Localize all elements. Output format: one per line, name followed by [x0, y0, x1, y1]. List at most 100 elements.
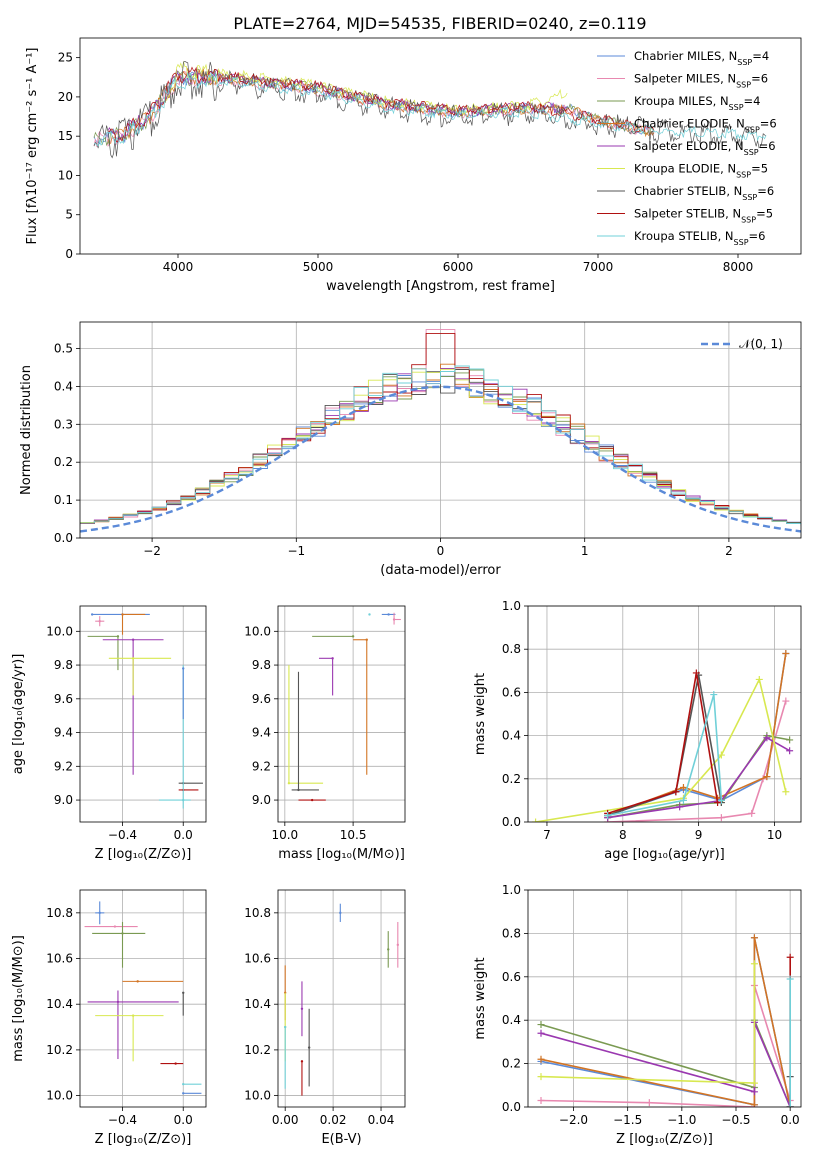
x-tick-label: 7000	[583, 260, 614, 274]
data-point	[387, 948, 390, 951]
y-tick-label: 10.0	[46, 1089, 73, 1103]
y-tick-label: 10.0	[46, 624, 73, 638]
age-vs-metallicity-panel: −0.4 0.0 9.0 9.2 9.4 9.6 9.8 10.0 Z [log₁₀(Z/Z⊙)…	[11, 605, 207, 862]
data-point	[131, 1014, 135, 1017]
data-point	[300, 1007, 304, 1010]
data-point	[98, 619, 101, 623]
legend-subscript: SSP	[745, 125, 760, 134]
y-tick-label: 9.4	[252, 726, 271, 740]
legend-entry: Chabrier STELIB, NSSP=6	[634, 184, 774, 202]
x-axis-label: age [log₁₀(age/yr)]	[604, 847, 725, 862]
y-tick-label: 10.0	[244, 1089, 271, 1103]
y-axis-label: Normed distribution	[19, 365, 34, 495]
y-tick-label: 9.2	[252, 759, 271, 773]
x-tick-label: 0.00	[272, 1113, 299, 1127]
y-tick-label: 9.8	[54, 658, 73, 672]
plus-marker	[786, 953, 794, 961]
plot-frame	[79, 37, 802, 255]
y-tick-label: 10	[58, 168, 73, 182]
plot-frame	[79, 321, 802, 539]
x-tick-label: 5000	[303, 260, 334, 274]
data-point	[98, 911, 101, 915]
y-tick-label: 0.0	[54, 531, 73, 545]
plot-frame	[277, 889, 406, 1108]
y-tick-label: 1.0	[502, 883, 521, 897]
plus-marker	[537, 1029, 545, 1037]
errorbar-group	[283, 903, 400, 1096]
y-tick-label: 1.0	[502, 599, 521, 613]
series-group	[532, 650, 794, 822]
plus-marker	[750, 960, 758, 968]
plus-marker	[537, 1073, 545, 1081]
y-tick-label: 0.0	[502, 815, 521, 829]
mass-weight-line	[607, 694, 723, 817]
x-tick-label: 10.0	[271, 828, 298, 842]
data-point	[182, 991, 185, 994]
plus-marker	[710, 691, 718, 699]
data-point	[174, 1062, 177, 1065]
y-tick-label: 0.4	[54, 379, 73, 393]
plus-marker	[782, 650, 790, 658]
normal-reference-curve	[80, 385, 801, 533]
data-point	[300, 1060, 304, 1063]
data-point	[90, 613, 94, 616]
x-tick-label: 8	[619, 828, 627, 842]
y-tick-label: 0.2	[54, 455, 73, 469]
legend-subscript: SSP	[741, 215, 756, 224]
plus-marker	[786, 1103, 794, 1107]
plus-marker	[750, 1101, 758, 1107]
plus-marker	[537, 1055, 545, 1063]
legend-entry: Chabrier MILES, NSSP=4	[634, 49, 769, 67]
data-point	[368, 613, 371, 616]
mass-vs-metallicity-panel: −0.4 0.0 10.0 10.2 10.4 10.6 10.8 Z [log₁₀(Z/Z⊙…	[11, 889, 207, 1147]
plus-marker	[755, 675, 763, 683]
y-tick-label: 0.4	[502, 729, 521, 743]
legend-subscript: SSP	[736, 80, 751, 89]
y-tick-label: 9.2	[54, 759, 73, 773]
legend-entry: Salpeter STELIB, NSSP=5	[634, 207, 773, 225]
plus-marker	[537, 1096, 545, 1104]
y-tick-label: 20	[58, 90, 73, 104]
legend-entry: Kroupa ELODIE, NSSP=5	[634, 162, 768, 180]
x-tick-label: −1.5	[613, 1113, 642, 1127]
legend-subscript: SSP	[734, 238, 749, 247]
plus-marker	[679, 796, 687, 804]
data-point	[121, 932, 124, 935]
y-tick-label: 15	[58, 129, 73, 143]
plus-marker	[750, 934, 758, 942]
y-tick-label: 0.6	[502, 970, 521, 984]
y-tick-label: 10.8	[46, 906, 73, 920]
series-group	[93, 60, 767, 159]
errorbar-group	[287, 612, 401, 802]
data-point	[182, 1082, 185, 1086]
plot-frame	[527, 889, 802, 1108]
mass-weight-line	[540, 985, 791, 1107]
data-point	[136, 980, 139, 983]
x-tick-label: −1	[287, 544, 305, 558]
x-tick-label: 0.02	[320, 1113, 347, 1127]
plus-marker	[672, 788, 680, 796]
x-tick-label: 0	[437, 544, 445, 558]
legend-subscript: SSP	[737, 58, 752, 67]
histogram-group	[80, 329, 801, 533]
plus-marker	[692, 669, 700, 677]
x-tick-label: 10	[767, 828, 782, 842]
x-tick-label: 4000	[163, 260, 194, 274]
y-tick-label: 0	[65, 247, 73, 261]
y-tick-label: 5	[65, 208, 73, 222]
y-tick-label: 9.8	[252, 658, 271, 672]
y-tick-label: 0.1	[54, 493, 73, 507]
y-axis-label: Flux [fλ10⁻¹⁷ erg cm⁻² s⁻¹ A⁻¹]	[25, 48, 40, 245]
y-tick-label: 9.6	[252, 692, 271, 706]
legend-subscript: SSP	[742, 193, 757, 202]
y-axis-label: mass weight	[473, 957, 488, 1039]
y-tick-label: 0.8	[502, 926, 521, 940]
y-tick-label: 0.8	[502, 642, 521, 656]
data-point	[307, 1046, 311, 1049]
data-point	[182, 798, 185, 802]
y-tick-label: 10.6	[46, 952, 73, 966]
x-tick-label: 0.04	[368, 1113, 395, 1127]
plus-marker	[676, 803, 684, 811]
x-tick-label: −0.5	[721, 1113, 750, 1127]
x-tick-label: 1	[581, 544, 589, 558]
